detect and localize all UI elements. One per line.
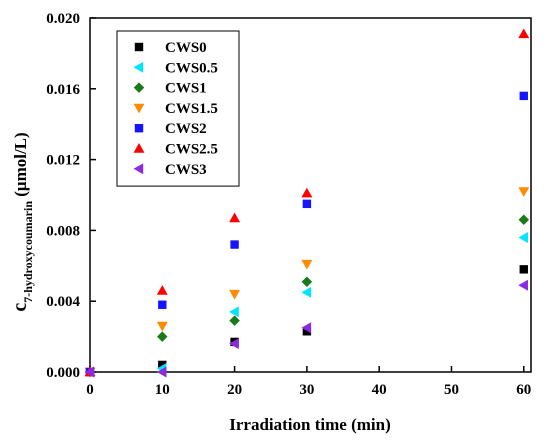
y-tick-label: 0.020 (46, 11, 80, 27)
data-point (518, 214, 530, 226)
legend-marker (133, 82, 145, 93)
data-points (84, 28, 530, 378)
data-point (301, 259, 313, 270)
y-axis-title-sub: 7-hydroxycoumarin (21, 201, 35, 303)
legend-marker (133, 163, 144, 175)
x-tick-label: 40 (372, 382, 387, 398)
x-tick-label: 30 (299, 382, 314, 398)
x-tick-label: 0 (86, 382, 94, 398)
data-point (518, 232, 528, 243)
data-point (229, 212, 241, 223)
data-point (518, 28, 530, 39)
series-cws1 (84, 214, 530, 378)
x-axis-title: Irradiation time (min) (229, 415, 390, 434)
x-tick-label: 10 (155, 382, 170, 398)
legend-label: CWS0 (165, 40, 207, 56)
data-point (301, 286, 312, 298)
ticks: 0 10 20 30 40 50 60 0.000 0.004 0.008 0.012 0.016 0.… (46, 11, 531, 398)
data-point (302, 199, 312, 209)
data-point (229, 315, 240, 326)
legend: CWS0 CWS0.5 CWS1 CWS1.5 CWS2 CWS2.5 CWS3 (116, 30, 240, 187)
legend-label: CWS1.5 (165, 101, 218, 117)
legend-label: CWS2.5 (165, 142, 218, 158)
y-axis-title-main: c (9, 303, 31, 312)
y-axis-title: c7-hydroxycoumarin (μmol/L) (9, 132, 35, 311)
data-point (158, 300, 167, 309)
data-point (229, 289, 241, 300)
data-point (301, 276, 313, 287)
legend-marker (134, 42, 144, 52)
series-cws0-5 (84, 232, 528, 378)
data-point (518, 187, 530, 197)
series-cws3 (84, 279, 528, 378)
legend-marker (133, 61, 144, 73)
y-tick-label: 0.016 (46, 82, 80, 98)
x-tick-label: 50 (444, 382, 459, 398)
data-point (302, 327, 312, 336)
legend-label: CWS1 (165, 81, 207, 97)
data-point (156, 285, 168, 295)
data-point (230, 240, 239, 249)
plot-frame (89, 17, 532, 373)
legend-marker (133, 143, 145, 153)
data-point (229, 306, 239, 318)
data-point (229, 338, 239, 350)
legend-marker (133, 103, 145, 114)
data-point (156, 366, 167, 378)
x-tick-label: 60 (516, 382, 531, 398)
y-axis-title-unit: (μmol/L) (11, 132, 30, 201)
legend-label: CWS2 (165, 121, 207, 137)
data-point (519, 265, 528, 274)
data-point (157, 331, 168, 342)
x-tick-label: 20 (227, 382, 242, 398)
data-point (158, 360, 167, 370)
data-point (84, 366, 95, 378)
legend-label: CWS0.5 (165, 60, 218, 76)
y-tick-label: 0.008 (46, 223, 80, 239)
data-point (301, 187, 313, 198)
data-point (519, 91, 528, 101)
y-tick-label: 0.000 (46, 365, 80, 381)
y-tick-label: 0.004 (46, 294, 80, 310)
legend-label: CWS3 (165, 162, 207, 178)
legend-marker (134, 124, 144, 133)
y-tick-label: 0.012 (46, 153, 80, 169)
data-point (518, 279, 528, 291)
axes (89, 17, 532, 373)
data-point (301, 322, 312, 334)
data-point (156, 321, 168, 332)
